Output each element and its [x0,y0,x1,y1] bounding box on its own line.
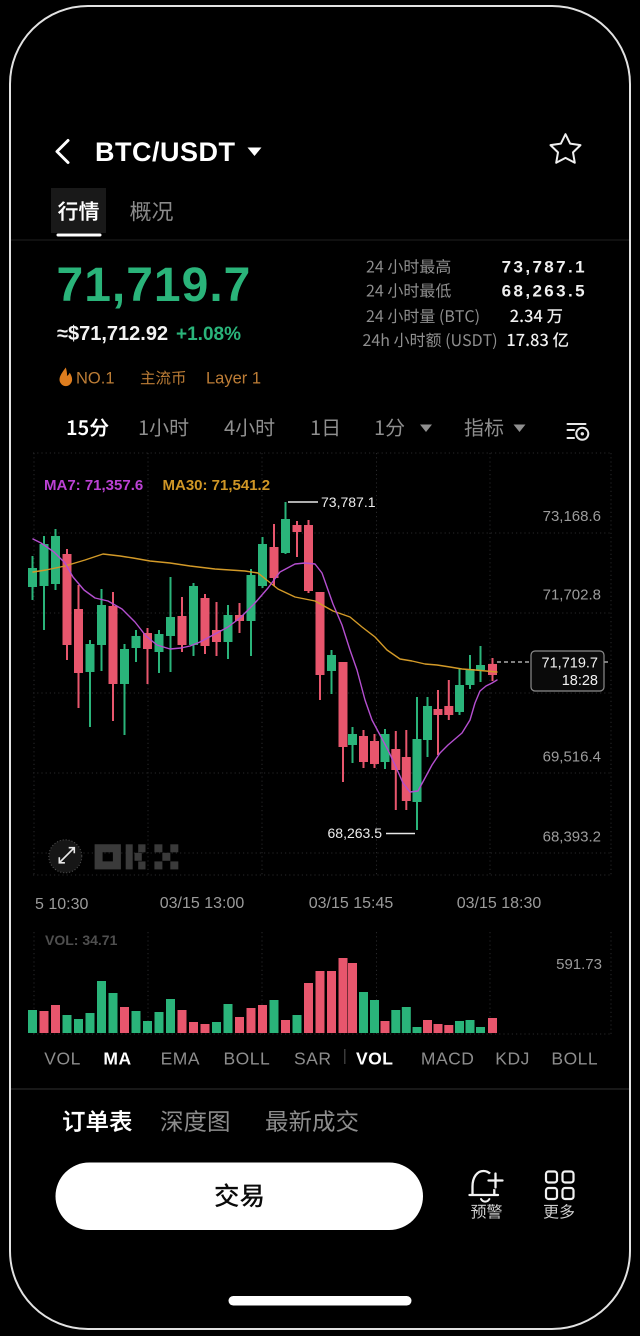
svg-text:03/15 18:30: 03/15 18:30 [457,895,542,912]
svg-text:NO.1: NO.1 [76,370,115,388]
svg-text:MACD: MACD [421,1049,475,1069]
svg-text:SAR: SAR [294,1049,331,1069]
svg-text:+1.08%: +1.08% [176,324,241,345]
svg-text:5 10:30: 5 10:30 [35,896,88,913]
svg-text:69,516.4: 69,516.4 [543,749,601,766]
svg-text:73,787.1: 73,787.1 [321,494,376,510]
svg-text:73,168.6: 73,168.6 [543,508,601,525]
svg-text:71,719.7: 71,719.7 [57,259,252,312]
svg-text:18:28: 18:28 [562,673,598,689]
svg-text:03/15 15:45: 03/15 15:45 [309,895,394,912]
svg-text:MA: MA [103,1049,131,1069]
svg-text:BTC/USDT: BTC/USDT [95,137,236,167]
svg-text:VOL: 34.71: VOL: 34.71 [45,932,118,948]
svg-text:MA7: 71,357.6: MA7: 71,357.6 [44,477,143,494]
svg-text:EMA: EMA [161,1049,200,1069]
svg-text:≈$71,712.92: ≈$71,712.92 [57,323,168,345]
svg-text:68,263.5: 68,263.5 [502,282,587,301]
svg-text:591.73: 591.73 [556,956,602,973]
svg-text:71,719.7: 71,719.7 [542,656,598,672]
svg-text:BOLL: BOLL [224,1049,271,1069]
svg-text:VOL: VOL [356,1049,393,1069]
svg-text:BOLL: BOLL [551,1049,598,1069]
svg-text:71,702.8: 71,702.8 [543,587,601,604]
svg-text:MA30: 71,541.2: MA30: 71,541.2 [163,477,271,494]
svg-text:73,787.1: 73,787.1 [502,258,587,277]
svg-text:Layer 1: Layer 1 [206,370,261,388]
svg-text:KDJ: KDJ [495,1049,530,1069]
svg-text:68,393.2: 68,393.2 [543,829,601,846]
svg-text:03/15 13:00: 03/15 13:00 [160,895,245,912]
svg-text:VOL: VOL [44,1049,81,1069]
svg-text:68,263.5: 68,263.5 [328,825,383,841]
